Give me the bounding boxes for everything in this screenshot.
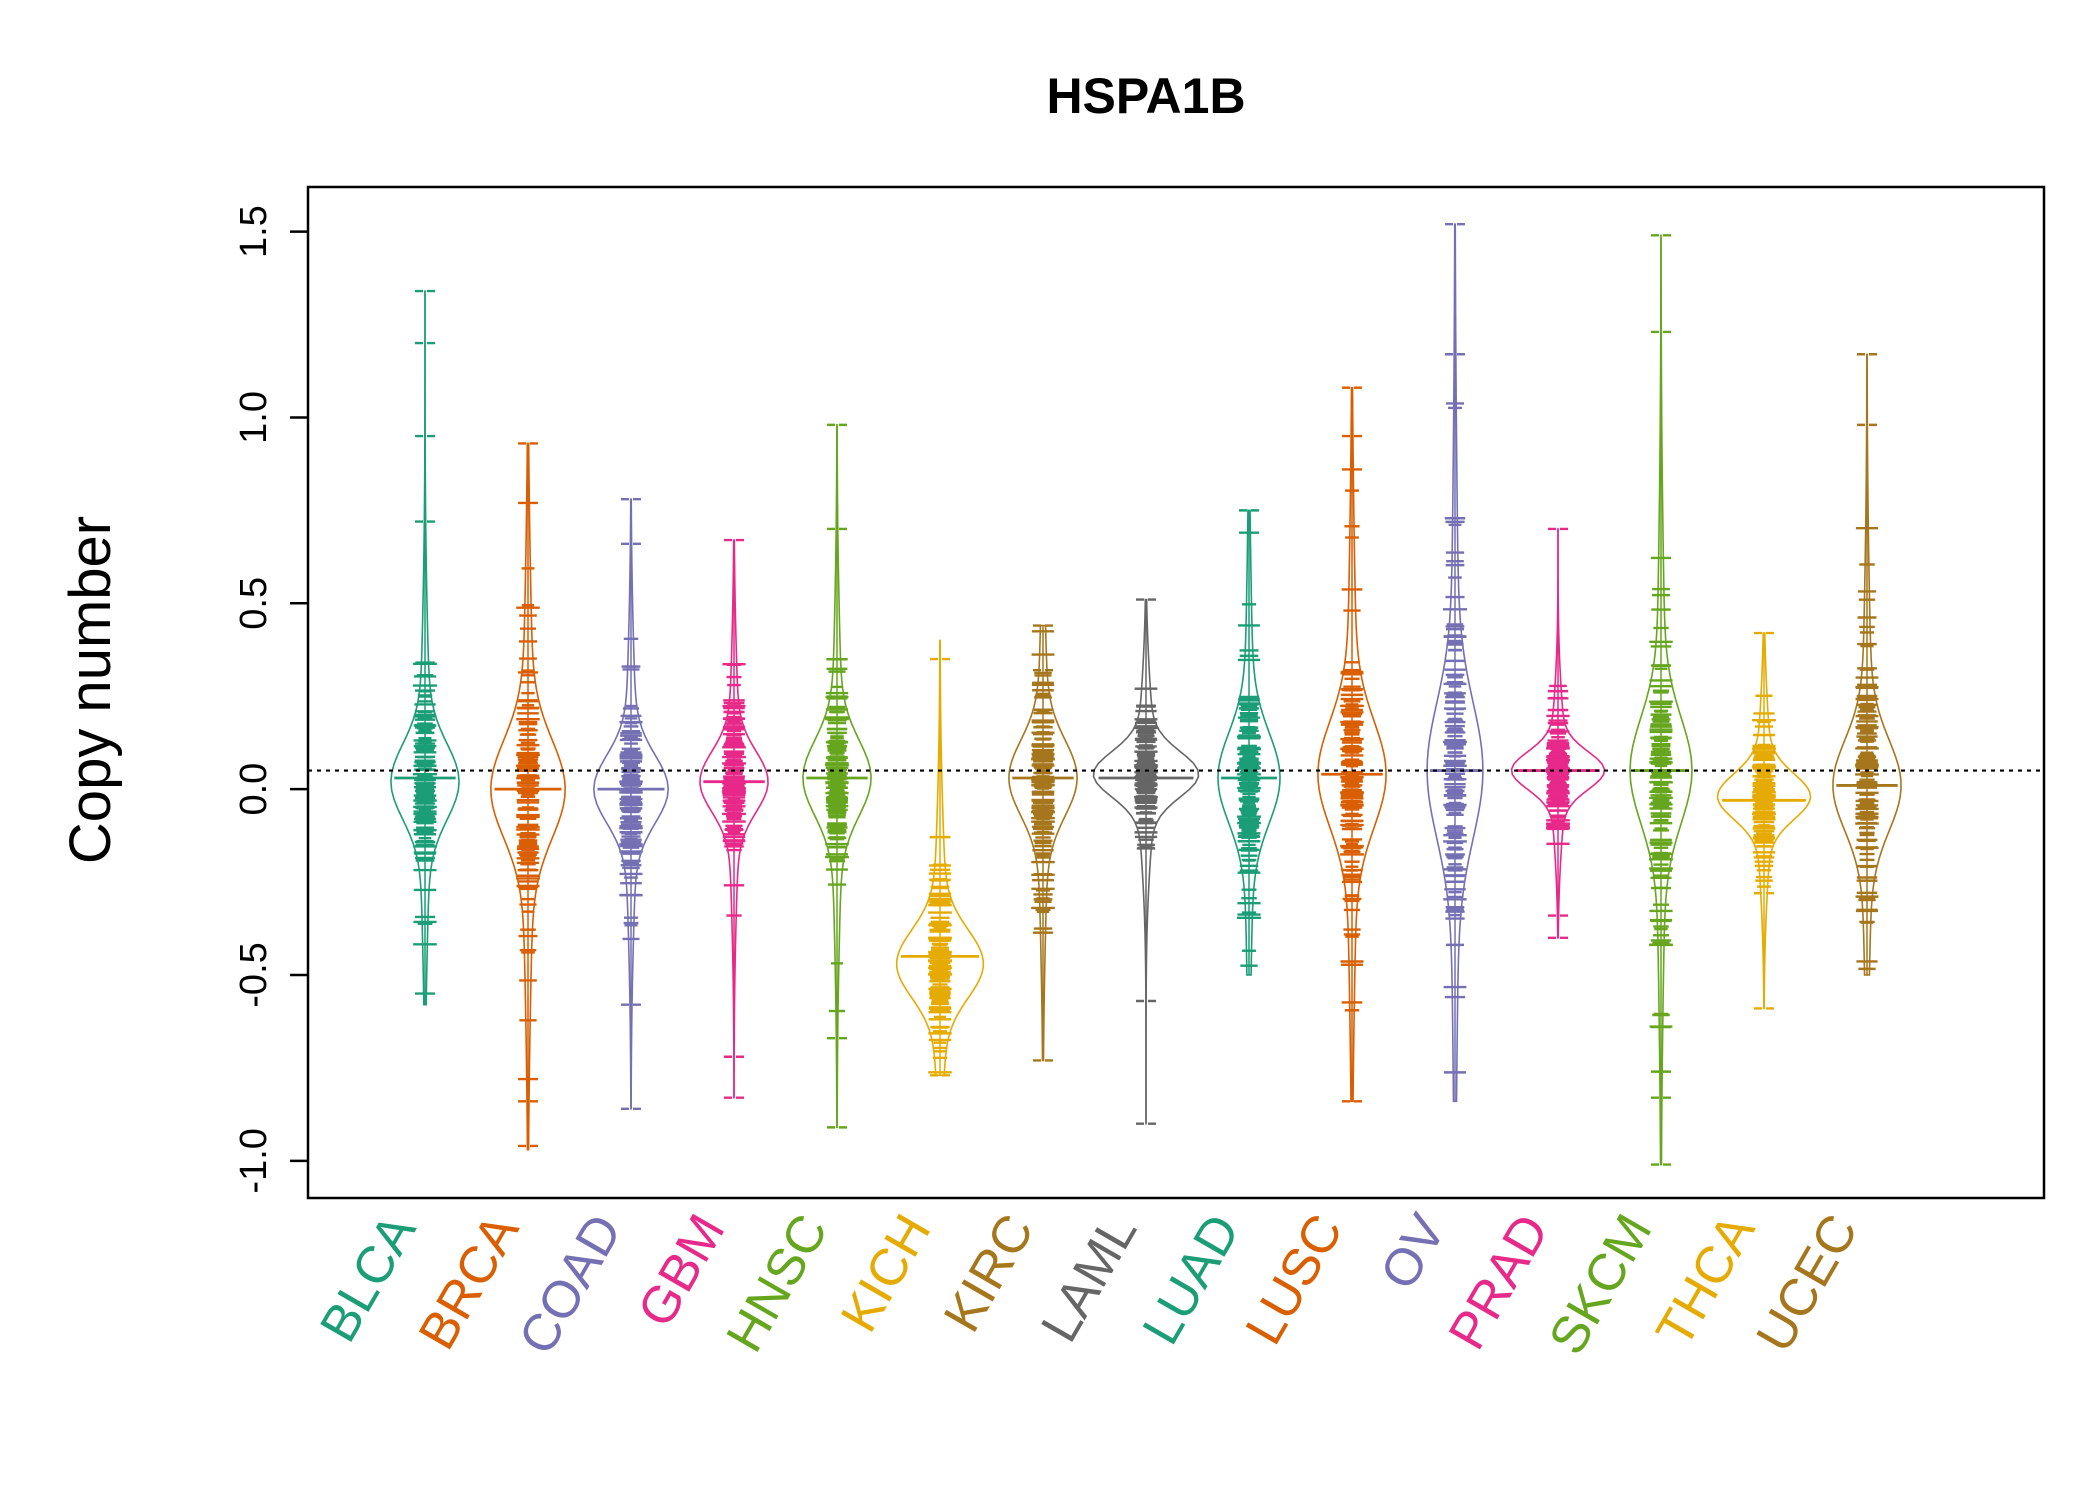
x-tick-label-laml: LAML — [1030, 1205, 1148, 1352]
bean-thca — [1716, 631, 1812, 1010]
x-tick-label-skcm: SKCM — [1538, 1205, 1663, 1364]
bean-skcm — [1629, 234, 1693, 1166]
y-tick-label: 0.0 — [233, 763, 275, 816]
y-axis: -1.0 -0.5 0.0 0.5 1.0 1.5 — [233, 205, 308, 1194]
y-tick-label: 1.5 — [233, 205, 275, 258]
bean-lusc — [1317, 386, 1387, 1103]
chart-title: HSPA1B — [1046, 68, 1245, 124]
bean-kirc — [1008, 624, 1078, 1062]
y-tick-label: 0.5 — [233, 577, 275, 630]
y-tick-label: 1.0 — [233, 391, 275, 444]
bean-hnsc — [802, 423, 872, 1129]
x-tick-label-ucec: UCEC — [1745, 1205, 1869, 1362]
bean-ucec — [1832, 353, 1902, 976]
beans-layer — [390, 222, 1902, 1166]
bean-coad — [592, 498, 670, 1110]
x-tick-label-kirc: KIRC — [933, 1205, 1045, 1342]
bean-brca — [490, 442, 566, 1151]
x-tick-label-ov: OV — [1370, 1205, 1458, 1299]
bean-ov — [1426, 222, 1484, 1103]
bean-laml — [1092, 598, 1200, 1125]
bean-gbm — [699, 538, 769, 1099]
x-tick-label-luad: LUAD — [1132, 1205, 1252, 1354]
x-tick-label-gbm: GBM — [627, 1205, 736, 1337]
x-tick-label-coad: COAD — [508, 1205, 633, 1364]
bean-kich — [895, 639, 985, 1077]
y-axis-label: Copy number — [58, 516, 123, 864]
bean-blca — [390, 289, 460, 1006]
bean-luad — [1217, 509, 1281, 976]
x-tick-label-kich: KICH — [830, 1205, 942, 1342]
y-tick-label: -0.5 — [233, 942, 275, 1007]
x-tick-label-lusc: LUSC — [1235, 1205, 1355, 1354]
plot-area-frame — [306, 185, 2046, 1200]
bean-prad — [1510, 527, 1606, 940]
x-tick-label-hnsc: HNSC — [715, 1205, 839, 1362]
y-tick-label: -1.0 — [233, 1128, 275, 1193]
